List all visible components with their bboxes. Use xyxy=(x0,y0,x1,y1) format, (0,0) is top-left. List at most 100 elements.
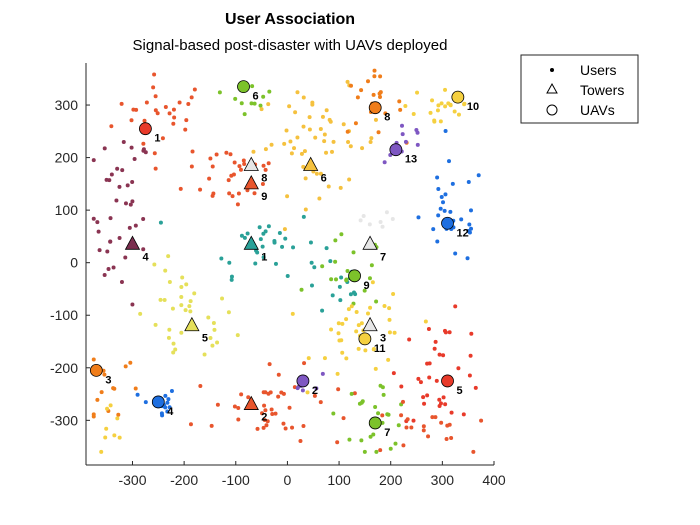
user-point xyxy=(333,238,338,243)
uav-marker xyxy=(441,216,454,230)
user-point xyxy=(108,403,113,408)
user-point xyxy=(280,244,285,249)
user-point xyxy=(306,356,311,361)
uav-marker xyxy=(389,143,403,157)
user-point xyxy=(220,296,225,301)
user-point xyxy=(257,225,262,230)
uav-label: 8 xyxy=(384,112,390,124)
user-point xyxy=(335,371,340,376)
user-point xyxy=(411,418,416,423)
user-point xyxy=(173,347,178,352)
user-point xyxy=(436,103,441,108)
user-point xyxy=(166,335,171,340)
user-point xyxy=(239,233,244,238)
user-point xyxy=(116,412,121,417)
user-point xyxy=(163,268,168,273)
user-point xyxy=(431,227,436,232)
legend-users-label: Users xyxy=(580,62,617,78)
user-point xyxy=(123,201,128,206)
user-point xyxy=(445,423,450,428)
user-point xyxy=(432,119,437,124)
user-point xyxy=(471,449,476,454)
user-point xyxy=(466,179,471,184)
user-point xyxy=(190,149,195,154)
user-point xyxy=(378,90,383,95)
uav-marker xyxy=(441,374,454,388)
user-point xyxy=(416,215,421,220)
uav-label: 12 xyxy=(457,227,469,239)
user-point xyxy=(153,108,158,113)
user-point xyxy=(249,101,254,106)
uav-label: 6 xyxy=(253,91,259,103)
tower-marker xyxy=(302,156,319,171)
user-point xyxy=(295,386,300,391)
y-tick-label: 300 xyxy=(55,97,79,113)
tower-label: 8 xyxy=(261,172,267,184)
user-point xyxy=(91,412,96,417)
user-point xyxy=(171,107,176,112)
user-point xyxy=(301,95,306,100)
user-point xyxy=(338,185,343,190)
user-point xyxy=(288,139,293,144)
user-point xyxy=(178,186,183,191)
x-tick-label: 0 xyxy=(284,472,292,488)
user-point xyxy=(462,101,467,106)
x-tick-label: 300 xyxy=(431,472,455,488)
user-point xyxy=(219,256,224,261)
user-point xyxy=(476,173,481,178)
user-point xyxy=(324,150,329,155)
uav-label: 13 xyxy=(405,154,417,166)
user-point xyxy=(246,395,251,400)
user-point xyxy=(299,151,304,156)
user-point xyxy=(346,307,351,312)
user-point xyxy=(266,161,271,166)
user-point xyxy=(287,405,292,410)
user-point xyxy=(192,291,197,296)
user-point xyxy=(111,386,116,391)
user-point xyxy=(327,117,332,122)
tower-label: 7 xyxy=(380,251,386,263)
user-point xyxy=(259,107,264,112)
user-point xyxy=(133,386,138,391)
user-point xyxy=(310,102,315,107)
user-point xyxy=(435,175,440,180)
user-point xyxy=(166,397,171,402)
user-point xyxy=(443,402,448,407)
y-tick-label: -100 xyxy=(50,307,78,323)
user-point xyxy=(141,147,146,152)
user-point xyxy=(331,139,336,144)
user-point xyxy=(469,226,474,231)
user-point xyxy=(356,346,361,351)
user-point xyxy=(378,219,383,224)
user-point xyxy=(314,386,319,391)
user-point xyxy=(392,330,397,335)
user-point xyxy=(117,435,122,440)
user-point xyxy=(355,95,360,100)
user-point xyxy=(400,132,405,137)
user-point xyxy=(141,247,146,252)
user-point xyxy=(344,277,349,282)
user-point xyxy=(324,246,329,251)
uav-marker xyxy=(368,416,382,430)
user-point xyxy=(443,104,448,109)
user-point xyxy=(459,217,464,222)
user-point xyxy=(362,288,367,293)
user-point xyxy=(226,310,231,315)
user-point xyxy=(299,287,304,292)
user-point xyxy=(242,162,247,167)
user-point xyxy=(167,111,172,116)
user-point xyxy=(255,426,260,431)
user-point xyxy=(192,87,197,92)
user-point xyxy=(293,110,298,115)
user-point xyxy=(179,330,184,335)
user-point xyxy=(456,112,461,117)
user-point xyxy=(261,163,266,168)
user-point xyxy=(362,449,367,454)
user-point xyxy=(382,160,387,165)
legend-towers-label: Towers xyxy=(580,82,624,98)
user-point xyxy=(208,156,213,161)
user-point xyxy=(405,417,410,422)
user-point xyxy=(391,371,396,376)
user-point xyxy=(109,172,114,177)
chart-subtitle: Signal-based post-disaster with UAVs dep… xyxy=(133,37,448,54)
